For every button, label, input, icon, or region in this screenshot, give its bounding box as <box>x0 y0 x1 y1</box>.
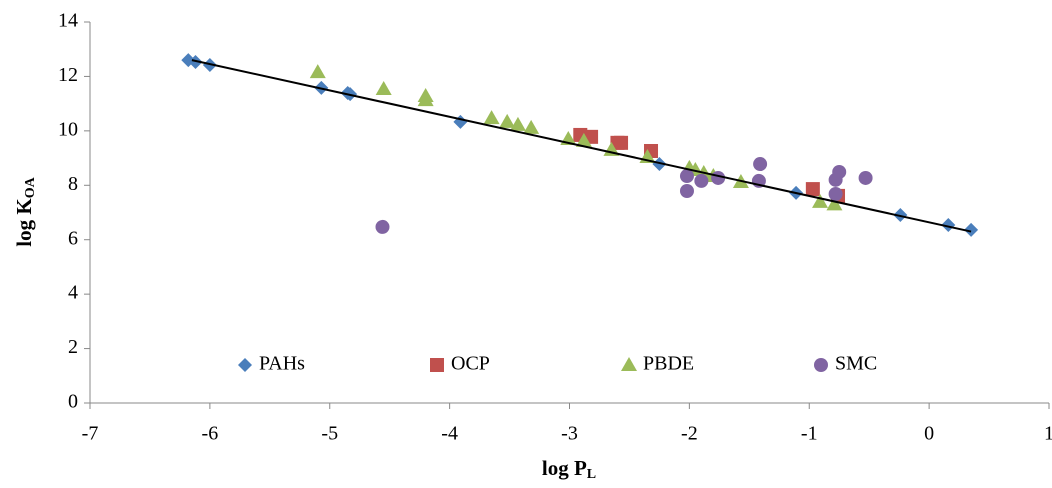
point <box>523 119 540 134</box>
x-axis-title-sub: L <box>587 467 596 482</box>
legend-label: SMC <box>835 353 877 375</box>
point <box>375 80 392 95</box>
point <box>679 169 694 184</box>
point <box>453 114 468 129</box>
x-tick-label: -3 <box>561 423 578 445</box>
x-tick-label: 1 <box>1044 423 1052 445</box>
y-tick-label: 14 <box>58 10 78 32</box>
point <box>417 92 434 107</box>
legend-marker <box>238 358 252 372</box>
point <box>828 186 843 201</box>
x-tick-label: -7 <box>82 423 99 445</box>
point <box>941 218 956 233</box>
point <box>309 64 326 79</box>
point <box>483 110 500 125</box>
point <box>893 207 908 222</box>
y-axis-title-sub: OA <box>23 176 38 198</box>
point <box>694 173 709 188</box>
legend-marker <box>621 357 637 371</box>
point <box>828 172 843 187</box>
y-axis-title-main: log K <box>12 198 36 247</box>
x-tick-label: -5 <box>321 423 338 445</box>
point <box>188 55 203 70</box>
point <box>964 222 979 237</box>
legend-marker <box>814 358 828 372</box>
point <box>812 193 829 208</box>
y-tick-label: 12 <box>58 64 78 86</box>
legend-label: OCP <box>451 353 490 375</box>
y-tick-label: 2 <box>68 336 78 358</box>
point <box>375 219 390 234</box>
y-axis-title: log KOA <box>12 176 38 246</box>
point <box>614 135 629 150</box>
x-tick-label: 0 <box>924 423 934 445</box>
x-tick-label: -6 <box>202 423 219 445</box>
x-tick-label: -4 <box>441 423 458 445</box>
legend-marker <box>430 358 444 372</box>
point <box>805 182 820 197</box>
y-tick-label: 8 <box>68 173 78 195</box>
x-axis-title-main: log P <box>542 456 587 480</box>
y-tick-label: 10 <box>58 118 78 140</box>
point <box>509 116 526 131</box>
point <box>652 157 667 172</box>
point <box>499 113 516 128</box>
legend-label: PAHs <box>259 353 305 375</box>
x-tick-label: -1 <box>801 423 818 445</box>
y-tick-label: 6 <box>68 227 78 249</box>
point <box>575 132 592 147</box>
point <box>679 184 694 199</box>
point <box>858 170 873 185</box>
x-axis-title: log PL <box>542 456 596 482</box>
point <box>826 196 843 211</box>
legend-label: PBDE <box>643 353 694 375</box>
y-tick-label: 4 <box>68 282 78 304</box>
x-tick-label: -2 <box>681 423 698 445</box>
y-tick-label: 0 <box>68 391 78 413</box>
trendline <box>191 59 972 233</box>
point <box>753 157 768 172</box>
